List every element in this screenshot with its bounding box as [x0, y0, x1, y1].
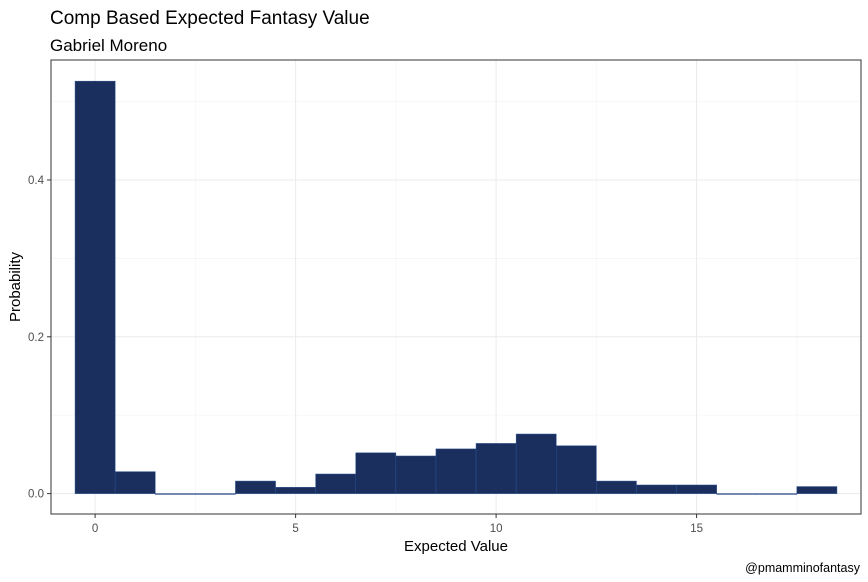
x-tick-label: 10: [490, 523, 503, 535]
grid: [51, 60, 861, 514]
histogram-bar: [74, 80, 116, 494]
chart-subtitle: Gabriel Moreno: [50, 36, 167, 55]
histogram-bar: [756, 493, 798, 495]
y-tick-label: 0.0: [28, 489, 44, 501]
x-tick-label: 0: [92, 523, 98, 535]
histogram-bar: [195, 493, 236, 495]
histogram-bar: [275, 487, 316, 494]
x-tick-label: 5: [292, 523, 298, 535]
x-tick-label: 15: [690, 523, 703, 535]
histogram-bar: [555, 445, 597, 494]
histogram-bar: [796, 486, 838, 494]
y-tick-label: 0.4: [28, 175, 45, 187]
histogram-bar: [636, 484, 677, 494]
histogram-bar: [515, 433, 557, 494]
histogram-bar: [475, 443, 517, 494]
bars: [74, 80, 838, 495]
histogram-bar: [355, 452, 397, 494]
chart-caption: @pmamminofantasy: [745, 561, 861, 575]
histogram-bar: [235, 480, 276, 494]
x-axis-title: Expected Value: [404, 538, 508, 555]
y-tick-label: 0.2: [28, 332, 44, 344]
histogram-bar: [155, 493, 196, 495]
histogram-bar: [676, 484, 717, 494]
axis-ticks: 0 5 10 15 0.0 0.2 0.4: [28, 175, 703, 535]
histogram-bar: [716, 493, 757, 495]
chart-title: Comp Based Expected Fantasy Value: [50, 8, 370, 29]
histogram-bar: [315, 473, 357, 494]
histogram-bar: [435, 448, 477, 494]
histogram-bar: [114, 471, 156, 494]
panel-border: [50, 59, 862, 515]
histogram-bar: [596, 480, 637, 494]
histogram-bar: [395, 455, 437, 494]
y-axis-title: Probability: [7, 251, 24, 322]
